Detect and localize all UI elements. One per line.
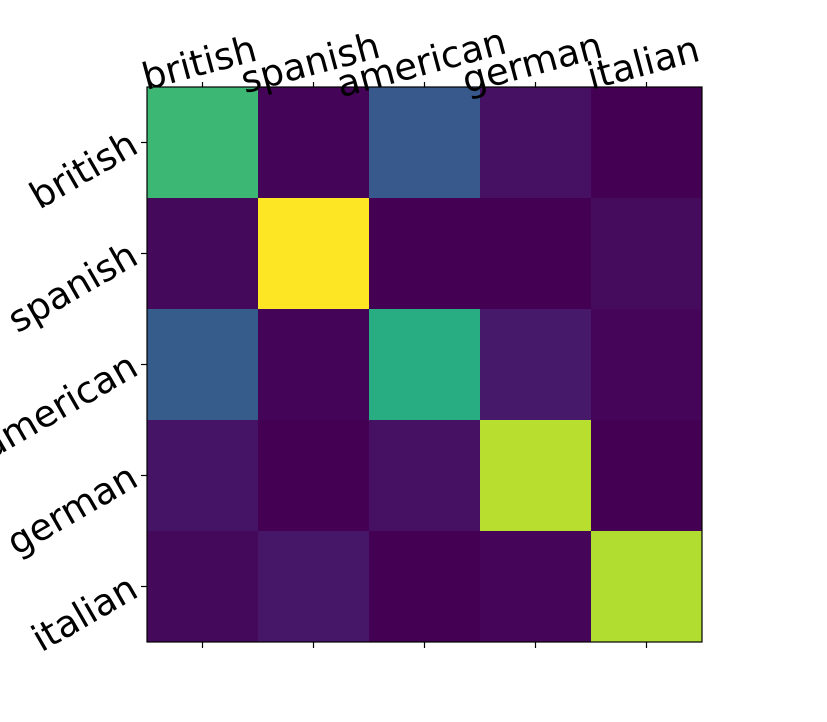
heatmap-cell-italian-british: [147, 531, 259, 643]
heatmap-cell-american-american: [369, 309, 481, 421]
heatmap-cell-spanish-italian: [591, 198, 703, 310]
heatmap-cell-british-italian: [591, 87, 703, 199]
y-tick-label-british: british: [22, 122, 144, 217]
heatmap-cell-american-british: [147, 309, 259, 421]
heatmap-cell-italian-spanish: [258, 531, 370, 643]
heatmap-cell-italian-american: [369, 531, 481, 643]
heatmap-cell-british-american: [369, 87, 481, 199]
heatmap-cell-german-italian: [591, 420, 703, 532]
heatmap-cell-spanish-spanish: [258, 198, 370, 310]
y-tick-label-american: american: [0, 344, 145, 468]
heatmap-cell-german-british: [147, 420, 259, 532]
heatmap-cell-german-german: [480, 420, 592, 532]
heatmap-cell-italian-italian: [591, 531, 703, 643]
heatmap-cells: [147, 87, 703, 643]
heatmap-cell-american-german: [480, 309, 592, 421]
heatmap-cell-spanish-american: [369, 198, 481, 310]
heatmap-cell-spanish-british: [147, 198, 259, 310]
y-tick-label-german: german: [0, 455, 145, 564]
heatmap-cell-italian-german: [480, 531, 592, 643]
heatmap-cell-german-spanish: [258, 420, 370, 532]
heatmap-cell-british-german: [480, 87, 592, 199]
heatmap-cell-spanish-german: [480, 198, 592, 310]
y-tick-label-spanish: spanish: [0, 233, 144, 341]
heatmap-cell-british-spanish: [258, 87, 370, 199]
heatmap-cell-american-italian: [591, 309, 703, 421]
y-tick-label-italian: italian: [24, 566, 144, 660]
heatmap-cell-american-spanish: [258, 309, 370, 421]
heatmap-cell-british-british: [147, 87, 259, 199]
heatmap-cell-german-american: [369, 420, 481, 532]
